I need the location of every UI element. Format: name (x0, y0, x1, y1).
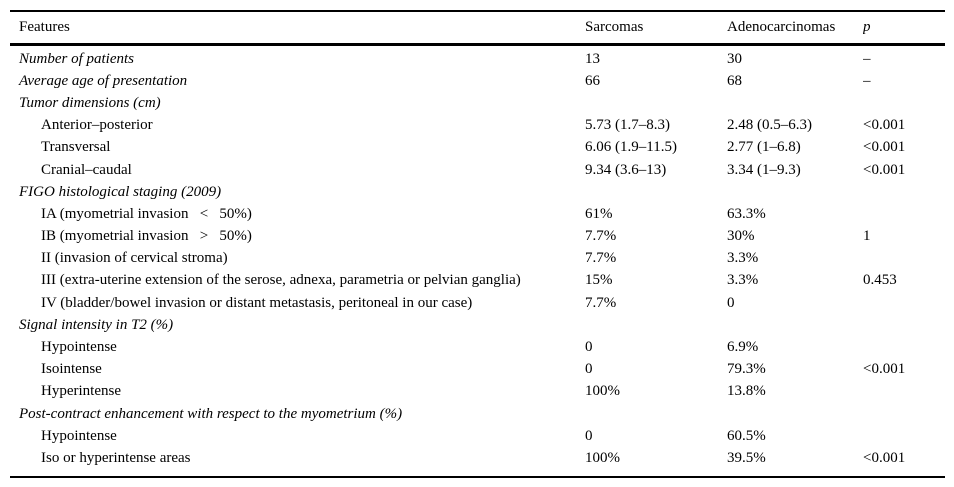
table-row: Number of patients 13 30 – (10, 48, 945, 70)
adenocarcinomas-cell: 3.3% (727, 250, 759, 267)
table-section-row: Tumor dimensions (cm) (10, 92, 945, 114)
adenocarcinomas-cell: 3.34 (1–9.3) (727, 161, 801, 178)
sarcomas-cell: 7.7% (585, 294, 617, 311)
p-cell: <0.001 (863, 161, 906, 178)
sarcomas-cell: 7.7% (585, 228, 617, 245)
table-row: IA (myometrial invasion < 50%) 61% 63.3% (10, 203, 945, 225)
adenocarcinomas-cell: 2.48 (0.5–6.3) (727, 117, 812, 134)
sarcomas-cell: 9.34 (3.6–13) (585, 161, 667, 178)
table-row: Cranial–caudal 9.34 (3.6–13) 3.34 (1–9.3… (10, 159, 945, 181)
table-section-row: Post-contract enhancement with respect t… (10, 403, 945, 425)
p-cell: 0.453 (863, 272, 897, 289)
table-row: Average age of presentation 66 68 – (10, 70, 945, 92)
table-row: Hypointense 0 6.9% (10, 336, 945, 358)
adenocarcinomas-cell: 39.5% (727, 449, 766, 466)
p-cell: <0.001 (863, 139, 906, 156)
table-row: Hypointense 0 60.5% (10, 425, 945, 447)
feature-cell: Signal intensity in T2 (%) (19, 316, 174, 333)
feature-cell: Iso or hyperintense areas (41, 449, 191, 466)
sarcomas-cell: 6.06 (1.9–11.5) (585, 139, 677, 156)
adenocarcinomas-cell: 3.3% (727, 272, 759, 289)
table-row: III (extra-uterine extension of the sero… (10, 270, 945, 292)
p-cell: – (863, 50, 871, 67)
table-row: Isointense 0 79.3% <0.001 (10, 359, 945, 381)
feature-cell: FIGO histological staging (2009) (19, 183, 222, 200)
sarcomas-cell: 15% (585, 272, 613, 289)
column-header-features: Features (19, 19, 70, 35)
table-row: Transversal 6.06 (1.9–11.5) 2.77 (1–6.8)… (10, 137, 945, 159)
feature-cell: Transversal (41, 139, 111, 156)
table-row: II (invasion of cervical stroma) 7.7% 3.… (10, 248, 945, 270)
feature-cell: Cranial–caudal (41, 161, 132, 178)
table-row: Hyperintense 100% 13.8% (10, 381, 945, 403)
table-row: Iso or hyperintense areas 100% 39.5% <0.… (10, 447, 945, 469)
table-row: Anterior–posterior 5.73 (1.7–8.3) 2.48 (… (10, 115, 945, 137)
feature-cell: IA (myometrial invasion < 50%) (41, 205, 252, 222)
table-row: IV (bladder/bowel invasion or distant me… (10, 292, 945, 314)
sarcomas-cell: 100% (585, 449, 620, 466)
sarcomas-cell: 13 (585, 50, 600, 67)
sarcomas-cell: 100% (585, 383, 620, 400)
sarcomas-cell: 7.7% (585, 250, 617, 267)
adenocarcinomas-cell: 60.5% (727, 427, 766, 444)
feature-cell: Isointense (41, 361, 102, 378)
table-header-row: Features Sarcomas Adenocarcinomas p (10, 10, 945, 46)
adenocarcinomas-cell: 30 (727, 50, 742, 67)
column-header-sarcomas: Sarcomas (585, 19, 644, 35)
table-body: Number of patients 13 30 – Average age o… (10, 46, 945, 478)
feature-cell: Hyperintense (41, 383, 121, 400)
adenocarcinomas-cell: 30% (727, 228, 755, 245)
p-cell: – (863, 72, 871, 89)
feature-cell: Anterior–posterior (41, 117, 153, 134)
feature-cell: Hypointense (41, 339, 117, 356)
adenocarcinomas-cell: 79.3% (727, 361, 766, 378)
feature-cell: III (extra-uterine extension of the sero… (41, 272, 521, 289)
sarcomas-cell: 0 (585, 339, 593, 356)
sarcomas-cell: 5.73 (1.7–8.3) (585, 117, 670, 134)
p-cell: <0.001 (863, 449, 906, 466)
sarcomas-cell: 66 (585, 72, 600, 89)
feature-cell: IV (bladder/bowel invasion or distant me… (41, 294, 473, 311)
adenocarcinomas-cell: 13.8% (727, 383, 766, 400)
adenocarcinomas-cell: 2.77 (1–6.8) (727, 139, 801, 156)
table-row: IB (myometrial invasion > 50%) 7.7% 30% … (10, 226, 945, 248)
feature-cell: Average age of presentation (19, 72, 188, 89)
column-header-p: p (863, 19, 871, 35)
table-section-row: FIGO histological staging (2009) (10, 181, 945, 203)
feature-cell: IB (myometrial invasion > 50%) (41, 228, 252, 245)
feature-cell: Number of patients (19, 50, 134, 67)
column-header-adenocarcinomas: Adenocarcinomas (727, 19, 836, 35)
feature-cell: II (invasion of cervical stroma) (41, 250, 228, 267)
table-section-row: Signal intensity in T2 (%) (10, 314, 945, 336)
feature-cell: Tumor dimensions (cm) (19, 94, 161, 111)
comparison-table: Features Sarcomas Adenocarcinomas p Numb… (10, 10, 945, 478)
adenocarcinomas-cell: 6.9% (727, 339, 759, 356)
sarcomas-cell: 0 (585, 361, 593, 378)
adenocarcinomas-cell: 68 (727, 72, 742, 89)
sarcomas-cell: 0 (585, 427, 593, 444)
feature-cell: Post-contract enhancement with respect t… (19, 405, 403, 422)
sarcomas-cell: 61% (585, 205, 613, 222)
adenocarcinomas-cell: 63.3% (727, 205, 766, 222)
p-cell: 1 (863, 228, 871, 245)
adenocarcinomas-cell: 0 (727, 294, 735, 311)
p-cell: <0.001 (863, 361, 906, 378)
feature-cell: Hypointense (41, 427, 117, 444)
p-cell: <0.001 (863, 117, 906, 134)
